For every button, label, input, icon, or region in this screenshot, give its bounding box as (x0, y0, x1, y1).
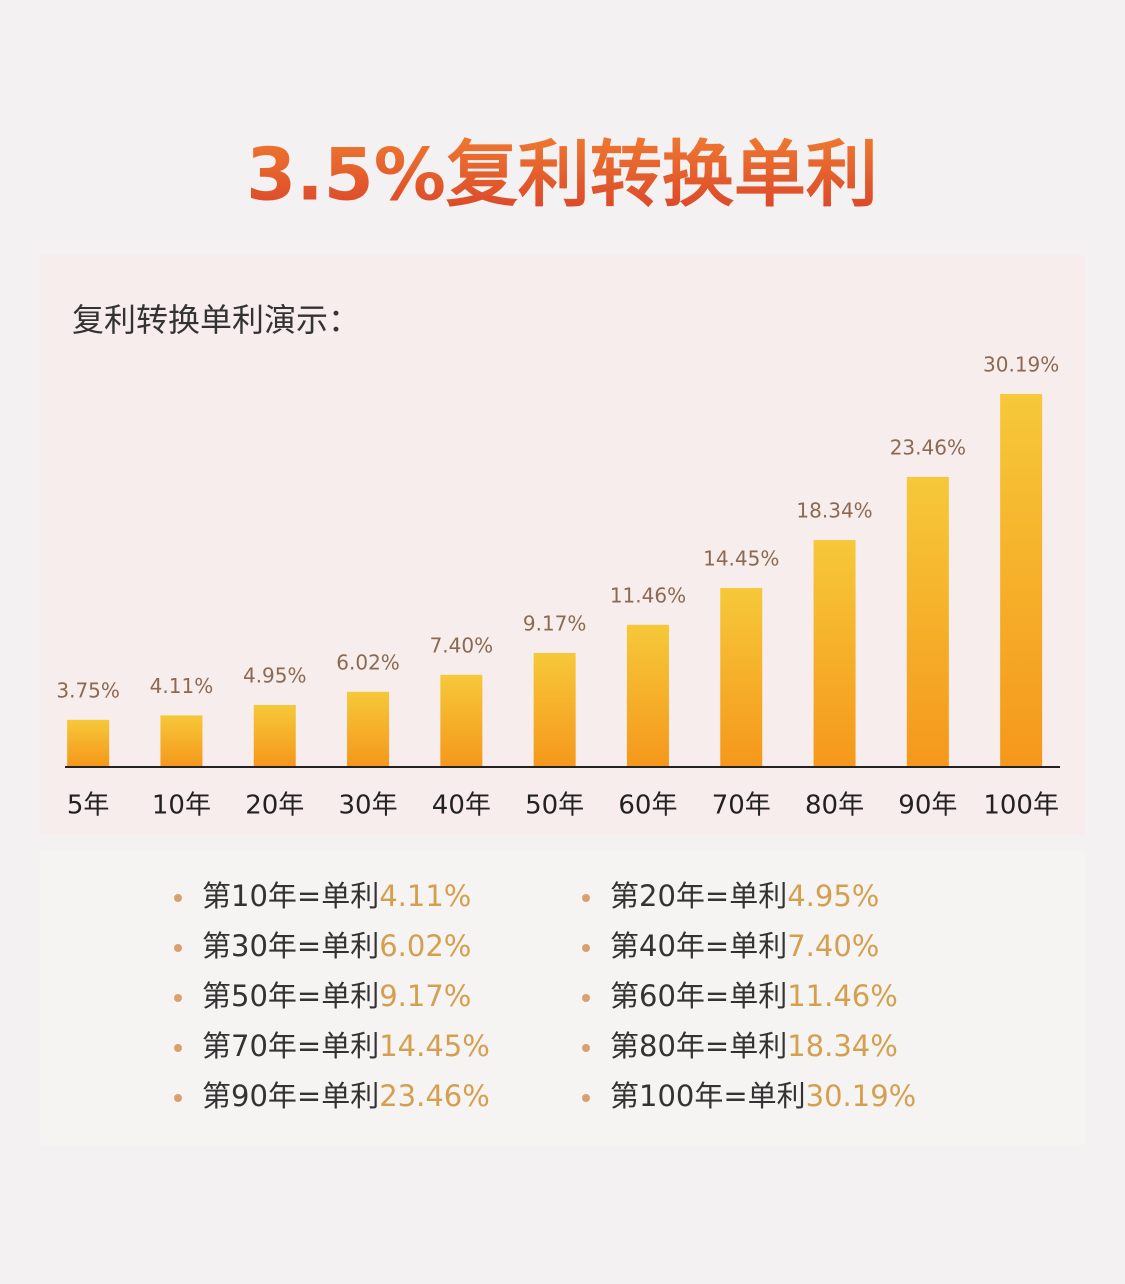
bar (533, 653, 576, 766)
bullet (582, 944, 590, 952)
bullet (174, 944, 182, 952)
note: 第90年=单利23.46% (202, 1079, 490, 1113)
bullet (174, 894, 182, 902)
note-label: 第70年=单利 (202, 1029, 379, 1063)
note-label: 第10年=单利 (202, 879, 379, 913)
bar (253, 705, 296, 766)
bar (626, 624, 669, 766)
bullet (174, 994, 182, 1002)
value-label: 4.95% (243, 664, 307, 688)
note-label: 第20年=单利 (610, 879, 787, 913)
note-value: 6.02% (379, 929, 471, 963)
note-label: 第50年=单利 (202, 979, 379, 1013)
value-label: 14.45% (703, 546, 779, 570)
value-label: 3.75% (56, 678, 120, 702)
bullet (582, 1094, 590, 1102)
bullet (174, 1044, 182, 1052)
bullet (174, 1094, 182, 1102)
note: 第10年=单利4.11% (202, 879, 471, 913)
note-value: 4.11% (379, 879, 471, 913)
x-tick-label: 50年 (525, 791, 584, 821)
bullet (582, 994, 590, 1002)
note: 第80年=单利18.34% (610, 1029, 898, 1063)
x-tick-label: 60年 (618, 791, 677, 821)
bar (813, 540, 856, 766)
note-value: 11.46% (787, 979, 898, 1013)
value-label: 11.46% (610, 583, 686, 607)
value-label: 7.40% (430, 633, 494, 657)
note: 第100年=单利30.19% (610, 1079, 916, 1113)
note: 第70年=单利14.45% (202, 1029, 490, 1063)
note-label: 第90年=单利 (202, 1079, 379, 1113)
note-value: 18.34% (787, 1029, 898, 1063)
note-label: 第40年=单利 (610, 929, 787, 963)
bar (720, 587, 763, 766)
value-label: 4.11% (150, 674, 214, 698)
x-tick-label: 100年 (983, 791, 1059, 821)
x-tick-label: 40年 (432, 791, 491, 821)
bar (160, 715, 203, 766)
x-tick-label: 10年 (152, 791, 211, 821)
bar (906, 476, 949, 766)
note: 第50年=单利9.17% (202, 979, 471, 1013)
value-label: 30.19% (983, 353, 1059, 377)
note: 第20年=单利4.95% (610, 879, 879, 913)
note-value: 9.17% (379, 979, 471, 1013)
x-tick-label: 90年 (898, 791, 957, 821)
note-label: 第100年=单利 (610, 1079, 806, 1113)
bar (440, 674, 483, 766)
value-label: 9.17% (523, 612, 587, 636)
note-value: 14.45% (379, 1029, 490, 1063)
note: 第60年=单利11.46% (610, 979, 898, 1013)
value-label: 23.46% (890, 435, 966, 459)
note-value: 7.40% (787, 929, 879, 963)
x-tick-label: 70年 (712, 791, 771, 821)
x-tick-label: 20年 (245, 791, 304, 821)
x-tick-label: 30年 (339, 791, 398, 821)
notes-panel (40, 850, 1085, 1145)
note-value: 30.19% (806, 1079, 917, 1113)
note-label: 第80年=单利 (610, 1029, 787, 1063)
note-label: 第60年=单利 (610, 979, 787, 1013)
bar (67, 719, 110, 766)
bullet (582, 1044, 590, 1052)
bar (347, 691, 390, 766)
note-value: 23.46% (379, 1079, 490, 1113)
bar (1000, 394, 1043, 766)
x-tick-label: 5年 (67, 791, 110, 821)
note: 第30年=单利6.02% (202, 929, 471, 963)
note: 第40年=单利7.40% (610, 929, 879, 963)
chart-subtitle: 复利转换单利演示： (72, 301, 360, 339)
value-label: 18.34% (796, 499, 872, 523)
note-label: 第30年=单利 (202, 929, 379, 963)
chart-title: 3.5%复利转换单利 (246, 133, 878, 217)
bullet (582, 894, 590, 902)
x-tick-label: 80年 (805, 791, 864, 821)
note-value: 4.95% (787, 879, 879, 913)
value-label: 6.02% (336, 650, 400, 674)
